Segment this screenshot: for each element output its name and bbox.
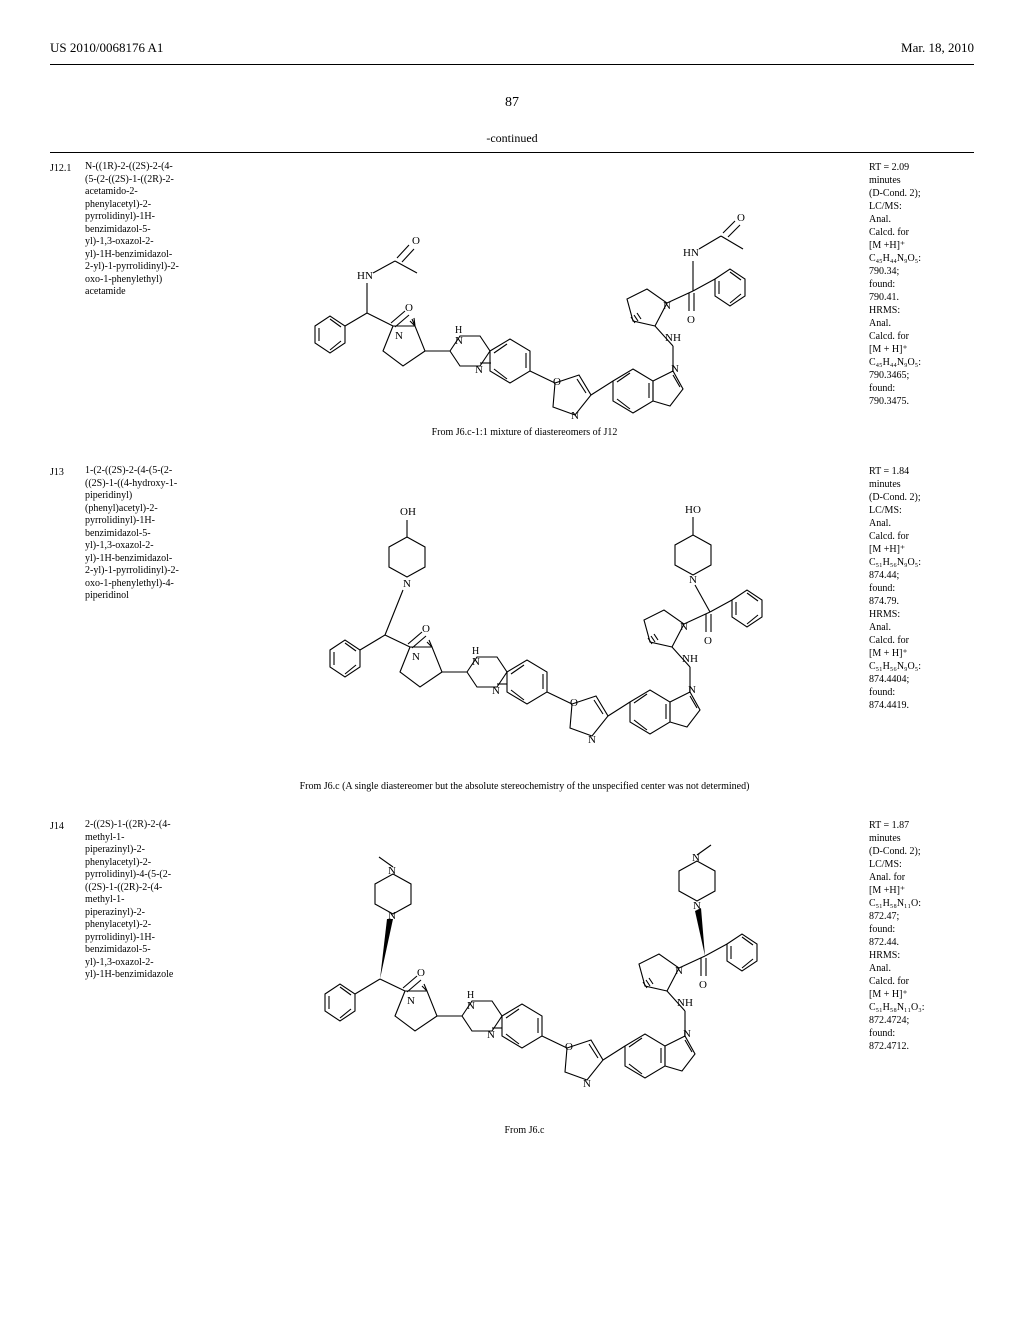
analytical-data: RT = 2.09minutes(D-Cond. 2);LC/MS:Anal.C… — [869, 161, 974, 408]
svg-text:O: O — [699, 979, 707, 991]
svg-text:HN: HN — [357, 270, 373, 282]
svg-text:N: N — [689, 574, 697, 586]
table-row: J14 2-((2S)-1-((2R)-2-(4-methyl-1-pipera… — [50, 811, 974, 1155]
svg-text:O: O — [405, 302, 413, 314]
chemical-structure-icon: N N O N H N N — [275, 819, 775, 1119]
svg-text:O: O — [553, 376, 561, 388]
svg-text:O: O — [565, 1041, 573, 1053]
entry-id: J12.1 — [50, 161, 85, 174]
svg-text:N: N — [683, 1028, 691, 1040]
table-row: J12.1 N-((1R)-2-((2S)-2-(4-(5-(2-((2S)-1… — [50, 153, 974, 457]
structure-caption: From J6.c — [186, 1125, 863, 1137]
svg-text:N: N — [455, 335, 463, 347]
svg-text:OH: OH — [400, 506, 416, 518]
page-header: US 2010/0068176 A1 Mar. 18, 2010 — [50, 40, 974, 56]
svg-text:O: O — [422, 623, 430, 635]
svg-text:O: O — [737, 212, 745, 224]
structure-caption: From J6.c (A single diastereomer but the… — [186, 781, 863, 793]
structure-cell: OH N O N H N N — [180, 465, 869, 793]
svg-text:N: N — [487, 1029, 495, 1041]
header-rule — [50, 64, 974, 65]
svg-text:N: N — [403, 578, 411, 590]
compound-name: 2-((2S)-1-((2R)-2-(4-methyl-1-piperaziny… — [85, 819, 180, 982]
svg-text:N: N — [467, 1000, 475, 1012]
svg-text:N: N — [472, 656, 480, 668]
svg-text:NH: NH — [677, 997, 693, 1009]
svg-text:NH: NH — [665, 332, 681, 344]
compound-name: 1-(2-((2S)-2-(4-(5-(2-((2S)-1-((4-hydrox… — [85, 465, 180, 603]
svg-text:N: N — [583, 1078, 591, 1090]
structure-cell: N N O N H N N — [180, 819, 869, 1137]
publication-date: Mar. 18, 2010 — [901, 40, 974, 56]
entry-id: J14 — [50, 819, 85, 832]
svg-text:O: O — [704, 635, 712, 647]
page-number: 87 — [50, 95, 974, 111]
chemical-structure-icon: OH N O N H N N — [275, 465, 775, 775]
structure-cell: HN O O N H N N O — [180, 161, 869, 439]
svg-text:O: O — [570, 697, 578, 709]
compound-name: N-((1R)-2-((2S)-2-(4-(5-(2-((2S)-1-((2R)… — [85, 161, 180, 299]
svg-text:N: N — [395, 330, 403, 342]
svg-text:N: N — [671, 363, 679, 375]
table-row: J13 1-(2-((2S)-2-(4-(5-(2-((2S)-1-((4-hy… — [50, 457, 974, 811]
svg-text:NH: NH — [682, 653, 698, 665]
svg-text:N: N — [407, 995, 415, 1007]
svg-text:N: N — [571, 410, 579, 421]
analytical-data: RT = 1.87minutes(D-Cond. 2);LC/MS:Anal. … — [869, 819, 974, 1053]
svg-text:N: N — [693, 900, 701, 912]
svg-text:N: N — [688, 684, 696, 696]
svg-text:O: O — [417, 967, 425, 979]
svg-text:N: N — [475, 364, 483, 376]
svg-text:HN: HN — [683, 247, 699, 259]
svg-text:HO: HO — [685, 504, 701, 516]
svg-text:N: N — [588, 734, 596, 746]
svg-text:O: O — [687, 314, 695, 326]
publication-number: US 2010/0068176 A1 — [50, 40, 163, 56]
svg-text:O: O — [412, 235, 420, 247]
continued-label: -continued — [50, 131, 974, 146]
structure-caption: From J6.c-1:1 mixture of diastereomers o… — [186, 427, 863, 439]
chemical-structure-icon: HN O O N H N N O — [275, 161, 775, 421]
entry-id: J13 — [50, 465, 85, 478]
svg-text:N: N — [412, 651, 420, 663]
analytical-data: RT = 1.84minutes(D-Cond. 2);LC/MS:Anal.C… — [869, 465, 974, 712]
svg-text:N: N — [492, 685, 500, 697]
